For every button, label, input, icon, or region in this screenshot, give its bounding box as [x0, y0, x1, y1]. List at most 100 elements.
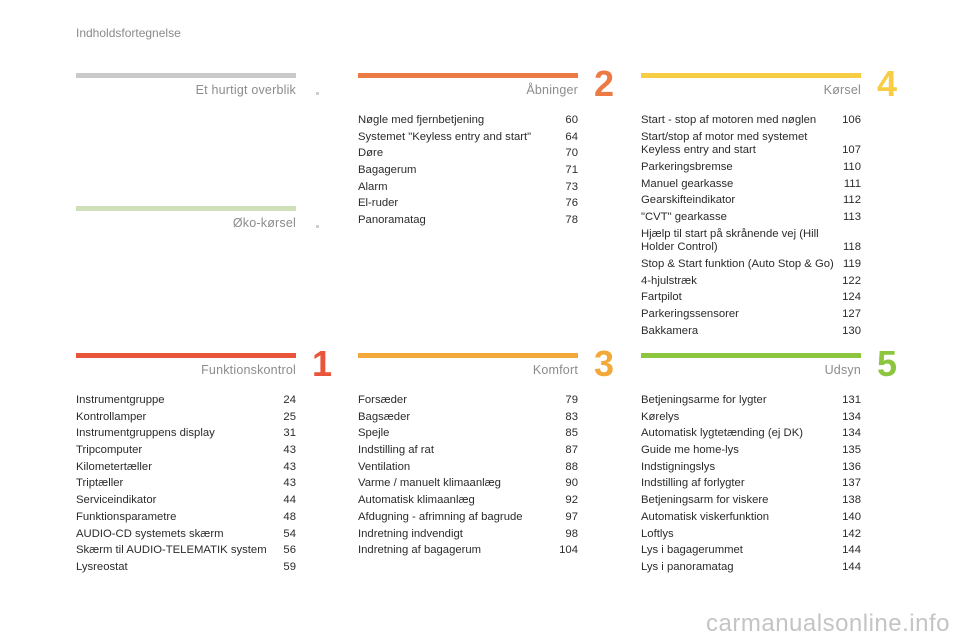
toc-entry[interactable]: Stop & Start funktion (Auto Stop & Go) 11…	[641, 258, 861, 272]
toc-entry-label: Indstigningslys	[641, 460, 716, 473]
toc-entry[interactable]: Døre 70	[358, 147, 578, 161]
toc-entry-label: 4-hjulstræk	[641, 274, 697, 287]
toc-entry[interactable]: Afdugning - afrimning af bagrude 97	[358, 511, 578, 525]
toc-entry[interactable]: Guide me home-lys 135	[641, 444, 861, 458]
toc-entry-label: Nøgle med fjernbetjening	[358, 114, 485, 126]
toc-entry-label: Ventilation	[358, 460, 411, 473]
toc-entry[interactable]: Triptæller 43	[76, 477, 296, 491]
toc-entry[interactable]: Ventilation 88	[358, 461, 578, 475]
toc-entry[interactable]: Systemet "Keyless entry and start" 64	[358, 131, 578, 145]
toc-list: Start - stop af motoren med nøglen 106 Sta…	[641, 114, 861, 338]
toc-entry[interactable]: Automatisk viskerfunktion 140	[641, 511, 861, 525]
toc-entry[interactable]: Parkeringssensorer 127	[641, 308, 861, 322]
section-quick-overview: Et hurtigt overblik	[76, 73, 319, 104]
toc-entry[interactable]: Start - stop af motoren med nøglen 106	[641, 114, 861, 128]
toc-entry[interactable]: Fartpilot 124	[641, 291, 861, 305]
toc-entry[interactable]: Kontrollamper 25	[76, 411, 296, 425]
watermark: carmanualsonline.info	[706, 610, 950, 637]
toc-entry-page: 138	[842, 494, 861, 507]
toc-entry-page: 118	[842, 241, 861, 254]
toc-entry[interactable]: Skærm til AUDIO-TELEMATIK system 56	[76, 544, 296, 558]
toc-entry[interactable]: Instrumentgruppens display 31	[76, 427, 296, 441]
toc-entry[interactable]: Kilometertæller 43	[76, 461, 296, 475]
toc-entry-page: 135	[842, 444, 861, 457]
toc-entry-label: Systemet "Keyless entry and start"	[358, 130, 532, 143]
toc-entry[interactable]: Nøgle med fjernbetjening 60	[358, 114, 578, 128]
section-title[interactable]: Et hurtigt overblik	[195, 83, 296, 97]
section-bar	[641, 73, 861, 78]
toc-entry-label: Loftlys	[641, 527, 674, 540]
section-title[interactable]: Udsyn	[824, 363, 861, 377]
section-title[interactable]: Kørsel	[823, 83, 861, 97]
toc-entry-label: El-ruder	[358, 197, 399, 210]
section-function-control: Funktionskontrol 1 Instrumentgruppe 24 Kon…	[76, 346, 332, 578]
toc-entry[interactable]: Serviceindikator 44	[76, 494, 296, 508]
toc-entry[interactable]: Lysreostat 59	[76, 561, 296, 575]
toc-list: Forsæder 79 Bagsæder 83 Spejle 85 Indstilling …	[358, 394, 578, 558]
toc-entry[interactable]: Betjeningsarm for viskere 138	[641, 494, 861, 508]
toc-entry[interactable]: Loftlys 142	[641, 528, 861, 542]
toc-entry-page: 78	[565, 214, 578, 227]
toc-entry[interactable]: Bakkamera 130	[641, 325, 861, 339]
toc-entry[interactable]: Indstilling af rat 87	[358, 444, 578, 458]
toc-entry-label: Guide me home-lys	[641, 444, 739, 457]
toc-entry[interactable]: Manuel gearkasse 111	[641, 178, 861, 192]
toc-entry[interactable]: Indretning indvendigt 98	[358, 528, 578, 542]
toc-entry[interactable]: Alarm 73	[358, 181, 578, 195]
toc-entry[interactable]: Automatisk klimaanlæg 92	[358, 494, 578, 508]
toc-entry-label: Parkeringssensorer	[641, 307, 739, 320]
toc-entry[interactable]: Start/stop af motor med systemet Keyless…	[641, 131, 861, 158]
toc-entry[interactable]: Hjælp til start på skrånende vej (Hill H…	[641, 228, 861, 255]
toc-entry[interactable]: Tripcomputer 43	[76, 444, 296, 458]
section-title[interactable]: Komfort	[532, 363, 578, 377]
toc-entry-page: 130	[842, 324, 861, 337]
toc-entry-label: Forsæder	[358, 394, 407, 406]
toc-entry-page: 43	[283, 460, 296, 473]
section-title[interactable]: Funktionskontrol	[201, 363, 296, 377]
toc-entry-label: Indstilling af forlygter	[641, 477, 745, 490]
toc-entry-label: Instrumentgruppens display	[76, 427, 215, 440]
toc-entry[interactable]: Bagsæder 83	[358, 411, 578, 425]
toc-entry[interactable]: Lys i bagagerummet 144	[641, 544, 861, 558]
toc-entry[interactable]: El-ruder 76	[358, 197, 578, 211]
toc-entry-label: Instrumentgruppe	[76, 394, 165, 406]
toc-entry-label: Funktionsparametre	[76, 510, 177, 523]
section-number: 5	[877, 343, 898, 384]
toc-entry[interactable]: Spejle 85	[358, 427, 578, 441]
toc-entry[interactable]: 4-hjulstræk 122	[641, 275, 861, 289]
toc-entry[interactable]: Panoramatag 78	[358, 214, 578, 228]
toc-entry[interactable]: Indstigningslys 136	[641, 461, 861, 475]
toc-entry[interactable]: Indretning af bagagerum 104	[358, 544, 578, 558]
toc-entry[interactable]: Forsæder 79	[358, 394, 578, 408]
section-title[interactable]: Øko-kørsel	[232, 216, 296, 230]
toc-entry[interactable]: Automatisk lygtetænding (ej DK) 134	[641, 427, 861, 441]
toc-entry-label: Kørelys	[641, 410, 680, 423]
section-eco-driving: Øko-kørsel	[76, 206, 319, 237]
toc-entry[interactable]: Kørelys 134	[641, 411, 861, 425]
toc-entry[interactable]: Indstilling af forlygter 137	[641, 477, 861, 491]
toc-entry[interactable]: Varme / manuelt klimaanlæg 90	[358, 477, 578, 491]
toc-entry[interactable]: Funktionsparametre 48	[76, 511, 296, 525]
toc-entry[interactable]: Lys i panoramatag 144	[641, 561, 861, 575]
toc-entry-page: 134	[842, 410, 861, 423]
toc-entry-label: Panoramatag	[358, 214, 426, 227]
section-title[interactable]: Åbninger	[526, 83, 578, 97]
toc-entry[interactable]: Instrumentgruppe 24	[76, 394, 296, 408]
toc-entry[interactable]: Parkeringsbremse 110	[641, 161, 861, 175]
toc-entry-page: 106	[842, 114, 861, 126]
toc-entry-label: Lys i bagagerummet	[641, 544, 743, 557]
toc-entry-label: Kontrollamper	[76, 410, 147, 423]
toc-entry[interactable]: AUDIO-CD systemets skærm 54	[76, 528, 296, 542]
toc-entry[interactable]: "CVT" gearkasse 113	[641, 211, 861, 225]
bullet-dot	[316, 92, 319, 95]
toc-entry[interactable]: Bagagerum 71	[358, 164, 578, 178]
toc-entry-label: Manuel gearkasse	[641, 177, 734, 190]
toc-entry[interactable]: Gearskifteindikator 112	[641, 194, 861, 208]
toc-entry-page: 73	[565, 180, 578, 193]
section-bar	[76, 73, 296, 78]
toc-entry-label: Automatisk viskerfunktion	[641, 510, 770, 523]
toc-entry[interactable]: Betjeningsarme for lygter 131	[641, 394, 861, 408]
toc-entry-page: 48	[283, 510, 296, 523]
toc-entry-page: 87	[565, 444, 578, 457]
section-bar	[76, 206, 296, 211]
